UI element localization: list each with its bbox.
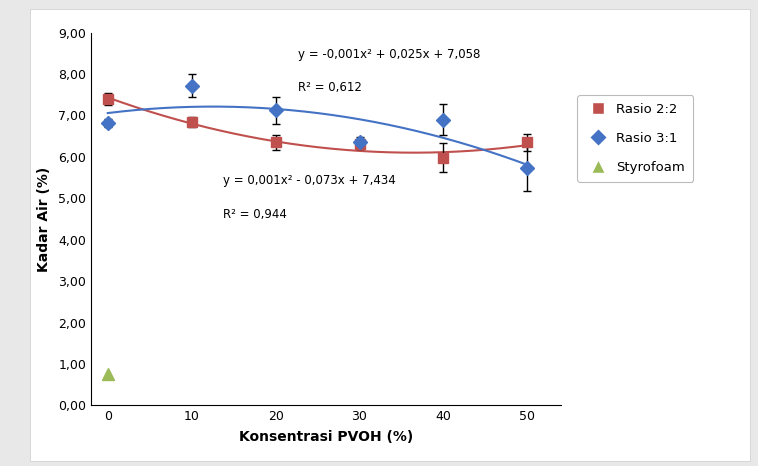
Text: R² = 0,612: R² = 0,612 [298,81,362,94]
Text: y = -0,001x² + 0,025x + 7,058: y = -0,001x² + 0,025x + 7,058 [298,48,480,61]
Legend: Rasio 2:2, Rasio 3:1, Styrofoam: Rasio 2:2, Rasio 3:1, Styrofoam [577,95,693,182]
Text: y = 0,001x² - 0,073x + 7,434: y = 0,001x² - 0,073x + 7,434 [223,174,396,187]
Text: R² = 0,944: R² = 0,944 [223,208,287,221]
Y-axis label: Kadar Air (%): Kadar Air (%) [37,166,51,272]
X-axis label: Konsentrasi PVOH (%): Konsentrasi PVOH (%) [239,430,413,444]
